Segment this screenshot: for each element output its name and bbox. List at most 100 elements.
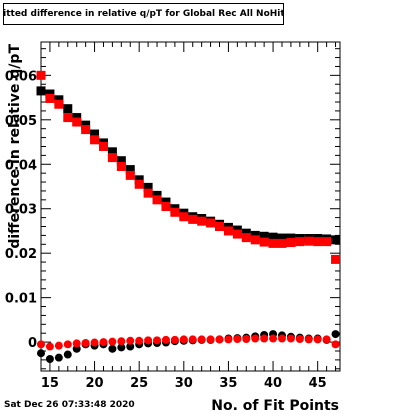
data-point [313, 237, 323, 247]
data-point [45, 354, 54, 363]
y-tick-label: 0.02 [5, 247, 37, 262]
data-point [322, 237, 332, 247]
data-point [331, 235, 341, 245]
data-point [117, 337, 126, 346]
data-point [108, 337, 117, 346]
chart-title: Fitted difference in relative q/pT for G… [3, 3, 284, 25]
data-point [81, 125, 91, 135]
data-point [134, 179, 144, 189]
data-point [295, 237, 305, 247]
data-point [331, 340, 340, 349]
data-point [108, 344, 117, 353]
data-point [126, 342, 135, 351]
data-point [241, 233, 251, 243]
y-axis-title: difference in relative q/pT [7, 44, 23, 249]
data-point [224, 335, 233, 344]
data-point [143, 182, 153, 192]
data-point [143, 188, 153, 198]
data-point [125, 165, 135, 175]
data-point [37, 340, 45, 349]
data-point [135, 336, 144, 345]
data-point [37, 349, 45, 358]
x-tick-label: 35 [219, 376, 237, 391]
data-point [223, 226, 233, 236]
data-point [36, 86, 46, 96]
data-point [268, 232, 278, 242]
data-point [116, 156, 126, 166]
data-point [63, 340, 72, 349]
data-point [54, 99, 64, 109]
data-point [286, 238, 296, 248]
y-tick-label: 0.06 [5, 69, 37, 84]
x-tick-label: 25 [130, 376, 148, 391]
data-point [81, 338, 90, 347]
data-point [215, 335, 224, 344]
data-point [161, 335, 170, 344]
data-point [331, 330, 340, 339]
data-point [36, 70, 46, 80]
data-point [125, 170, 135, 180]
data-point [170, 207, 180, 217]
data-point [197, 335, 206, 344]
data-point [90, 338, 99, 347]
data-point [107, 147, 117, 157]
data-point [63, 104, 73, 114]
x-axis: 15 20 25 30 35 40 45 [40, 42, 337, 391]
data-point [72, 117, 82, 127]
data-point [242, 334, 251, 343]
x-tick-label: 15 [41, 376, 59, 391]
data-point [331, 254, 341, 264]
data-point [304, 335, 313, 344]
data-point [268, 238, 278, 248]
data-point [260, 334, 269, 343]
data-point [259, 231, 269, 241]
series-1 [36, 70, 341, 264]
data-point [277, 238, 287, 248]
data-point [251, 334, 260, 343]
data-point [197, 216, 207, 226]
data-point [269, 334, 278, 343]
series-3 [37, 334, 340, 351]
y-tick-label: 0.05 [5, 114, 37, 129]
y-tick-label: 0.04 [5, 158, 37, 173]
data-point [63, 113, 73, 123]
data-point [152, 195, 162, 205]
data-point [215, 222, 225, 232]
data-point [259, 237, 269, 247]
data-point [232, 229, 242, 239]
data-point [188, 335, 197, 344]
data-point [153, 336, 162, 345]
data-point [116, 161, 126, 171]
x-tick-label: 40 [264, 376, 282, 391]
data-point [161, 202, 171, 211]
data-point [54, 353, 63, 362]
data-point [179, 335, 188, 344]
data-point [277, 334, 286, 343]
data-point [144, 336, 153, 345]
data-point [286, 334, 295, 343]
data-point [126, 336, 135, 345]
data-point [295, 334, 304, 343]
y-tick-label: 0 [28, 336, 37, 351]
data-point [90, 129, 100, 139]
data-point [99, 338, 108, 347]
data-point [250, 235, 260, 245]
plot-frame [40, 41, 341, 372]
data-point [179, 212, 189, 222]
data-point [45, 93, 55, 103]
data-point [117, 343, 126, 352]
data-point [72, 339, 81, 348]
series-2 [37, 330, 340, 363]
x-tick-label: 20 [86, 376, 104, 391]
data-point [98, 141, 108, 151]
y-tick-label: 0.01 [5, 292, 37, 307]
data-point [233, 334, 242, 343]
data-points [36, 70, 341, 363]
data-point [322, 335, 331, 344]
x-tick-label: 30 [175, 376, 193, 391]
x-tick-label: 45 [309, 376, 327, 391]
data-point [277, 233, 287, 243]
data-point [206, 335, 215, 344]
data-point [90, 135, 100, 145]
data-point [313, 335, 322, 344]
